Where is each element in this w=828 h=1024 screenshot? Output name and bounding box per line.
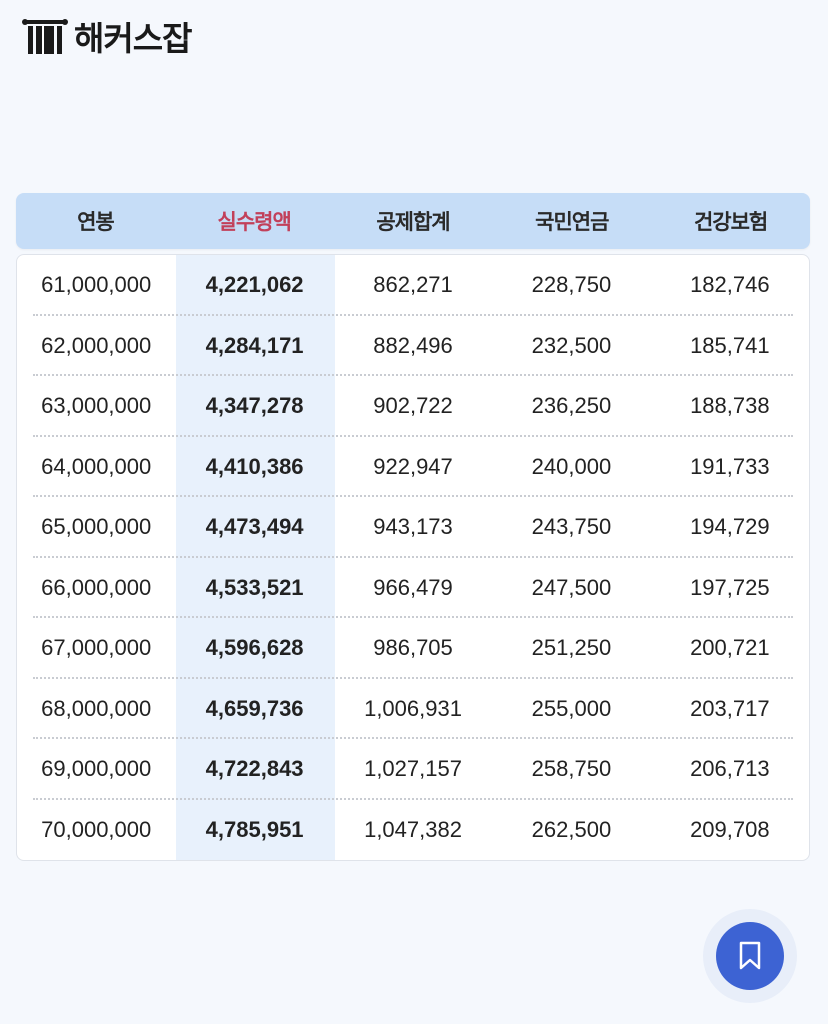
cell-net-pay: 4,533,521: [205, 574, 304, 600]
table-header: 연봉 실수령액 공제합계 국민연금 건강보험: [16, 193, 810, 249]
cell-annual-salary: 62,000,000: [41, 332, 152, 358]
table-row: 63,000,000 4,347,278 902,722 236,250 188,738: [17, 376, 809, 437]
column-header-total-deduction: 공제합계: [376, 210, 450, 234]
table-row: 65,000,000 4,473,494 943,173 243,750 194,729: [17, 497, 809, 558]
cell-net-pay: 4,410,386: [205, 453, 304, 479]
cell-health-insurance: 197,725: [690, 574, 770, 600]
cell-total-deduction: 1,047,382: [364, 816, 462, 842]
cell-health-insurance: 185,741: [690, 332, 770, 358]
cell-total-deduction: 922,947: [373, 453, 453, 479]
cell-health-insurance: 200,721: [690, 635, 770, 661]
cell-national-pension: 247,500: [531, 574, 612, 600]
cell-total-deduction: 862,271: [373, 272, 453, 298]
cell-total-deduction: 1,027,157: [364, 756, 462, 782]
cell-net-pay: 4,785,951: [205, 816, 304, 842]
table-row: 70,000,000 4,785,951 1,047,382 262,500 209,7…: [17, 800, 809, 861]
cell-national-pension: 262,500: [531, 816, 612, 842]
column-header-annual-salary: 연봉: [77, 210, 115, 234]
table-row: 62,000,000 4,284,171 882,496 232,500 185,741: [17, 316, 809, 377]
table-row: 66,000,000 4,533,521 966,479 247,500 197,725: [17, 558, 809, 619]
column-header-net-pay: 실수령액: [217, 210, 292, 234]
cell-health-insurance: 188,738: [690, 393, 770, 419]
cell-health-insurance: 194,729: [690, 514, 770, 540]
cell-total-deduction: 902,722: [373, 393, 453, 419]
cell-total-deduction: 1,006,931: [364, 695, 462, 721]
cell-annual-salary: 64,000,000: [41, 453, 152, 479]
cell-annual-salary: 67,000,000: [41, 635, 152, 661]
cell-national-pension: 228,750: [531, 272, 612, 298]
bookmark-button[interactable]: [716, 922, 784, 990]
cell-national-pension: 243,750: [531, 514, 612, 540]
cell-national-pension: 258,750: [531, 756, 612, 782]
table-row: 64,000,000 4,410,386 922,947 240,000 191,733: [17, 437, 809, 498]
cell-health-insurance: 206,713: [690, 756, 770, 782]
cell-annual-salary: 68,000,000: [41, 695, 152, 721]
cell-net-pay: 4,596,628: [205, 635, 304, 661]
cell-total-deduction: 986,705: [373, 635, 453, 661]
table-row: 67,000,000 4,596,628 986,705 251,250 200,721: [17, 618, 809, 679]
cell-national-pension: 251,250: [531, 635, 612, 661]
cell-net-pay: 4,473,494: [205, 514, 304, 540]
cell-annual-salary: 66,000,000: [41, 574, 152, 600]
table-row: 69,000,000 4,722,843 1,027,157 258,750 206,7…: [17, 739, 809, 800]
cell-net-pay: 4,284,171: [205, 332, 304, 358]
cell-national-pension: 236,250: [531, 393, 612, 419]
bookmark-icon: [739, 941, 761, 970]
logo-text: 해커스잡: [74, 19, 192, 58]
table-row: 61,000,000 4,221,062 862,271 228,750 182,746: [17, 255, 809, 316]
column-header-health-insurance: 건강보험: [693, 210, 768, 234]
cell-national-pension: 232,500: [531, 332, 612, 358]
cell-annual-salary: 69,000,000: [41, 756, 152, 782]
cell-total-deduction: 943,173: [373, 514, 453, 540]
cell-health-insurance: 182,746: [690, 272, 770, 298]
cell-annual-salary: 65,000,000: [41, 514, 152, 540]
cell-net-pay: 4,221,062: [205, 272, 304, 298]
cell-net-pay: 4,347,278: [205, 393, 304, 419]
cell-total-deduction: 966,479: [373, 574, 453, 600]
cell-national-pension: 255,000: [531, 695, 612, 721]
cell-total-deduction: 882,496: [373, 332, 453, 358]
net-pay-column-highlight: [176, 255, 335, 860]
cell-annual-salary: 63,000,000: [41, 393, 152, 419]
cell-health-insurance: 209,708: [690, 816, 770, 842]
table-row: 68,000,000 4,659,736 1,006,931 255,000 203,7…: [17, 679, 809, 740]
logo[interactable]: 해커스잡: [22, 12, 192, 60]
cell-health-insurance: 191,733: [690, 453, 770, 479]
logo-pillar-icon: [22, 19, 68, 54]
cell-national-pension: 240,000: [531, 453, 612, 479]
cell-annual-salary: 61,000,000: [41, 272, 152, 298]
cell-annual-salary: 70,000,000: [41, 816, 152, 842]
salary-table: 61,000,000 4,221,062 862,271 228,750 182,746…: [16, 254, 810, 861]
cell-net-pay: 4,722,843: [205, 756, 304, 782]
cell-health-insurance: 203,717: [690, 695, 770, 721]
cell-net-pay: 4,659,736: [205, 695, 304, 721]
column-header-national-pension: 국민연금: [535, 210, 609, 234]
